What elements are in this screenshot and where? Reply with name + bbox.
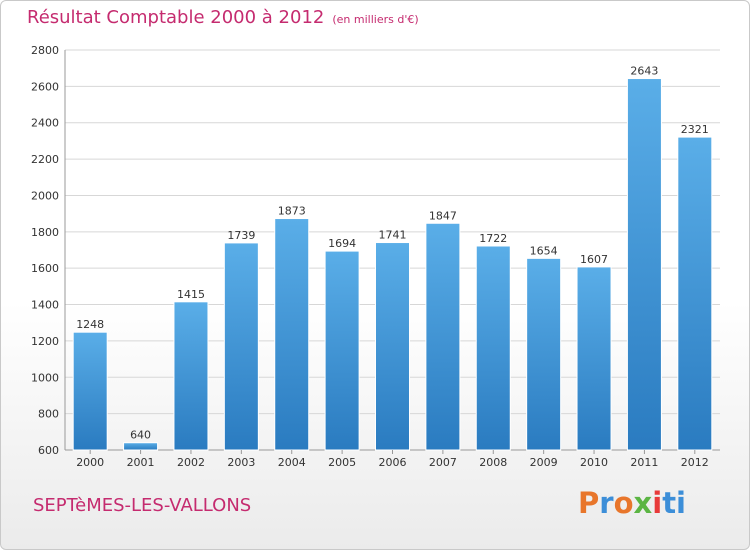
y-tick-label: 800	[38, 408, 59, 421]
bar	[526, 257, 562, 451]
y-tick-label: 1600	[31, 262, 59, 275]
chart-title: Résultat Comptable 2000 à 2012 (en millie…	[27, 7, 419, 28]
data-label: 1248	[76, 318, 104, 331]
bar	[425, 222, 461, 451]
data-label: 1694	[328, 237, 356, 250]
bar	[626, 78, 662, 451]
x-tick-label: 2000	[76, 456, 104, 469]
logo-letter: P	[578, 486, 600, 520]
x-tick-label: 2012	[681, 456, 709, 469]
x-tick-label: 2011	[630, 456, 658, 469]
data-label: 1607	[580, 253, 608, 266]
bar	[274, 218, 310, 451]
data-label: 640	[130, 429, 151, 442]
bar	[123, 442, 159, 451]
data-label: 1741	[379, 229, 407, 242]
data-label: 1873	[278, 205, 306, 218]
logo-letter: i	[652, 486, 663, 520]
x-tick-label: 2006	[379, 456, 407, 469]
y-tick-label: 2000	[31, 189, 59, 202]
x-tick-label: 2007	[429, 456, 457, 469]
data-label: 1722	[479, 232, 507, 245]
y-tick-label: 2200	[31, 153, 59, 166]
city-name: SEPTèMES-LES-VALLONS	[33, 495, 252, 516]
y-tick-label: 2400	[31, 117, 59, 130]
x-tick-label: 2004	[278, 456, 306, 469]
x-tick-label: 2008	[479, 456, 507, 469]
bar	[375, 242, 410, 451]
bar	[475, 245, 511, 451]
bar	[72, 331, 108, 451]
logo-letter: x	[633, 486, 653, 520]
x-tick-label: 2010	[580, 456, 608, 469]
bar	[173, 301, 209, 451]
y-tick-label: 2800	[31, 44, 59, 57]
x-tick-label: 2005	[328, 456, 356, 469]
logo-letter: o	[613, 486, 634, 520]
data-label: 1415	[177, 288, 205, 301]
data-label: 1847	[429, 209, 457, 222]
logo-letter: r	[599, 486, 614, 520]
x-tick-label: 2003	[227, 456, 255, 469]
bar	[324, 250, 360, 451]
y-tick-label: 2600	[31, 80, 59, 93]
data-label: 1739	[227, 229, 255, 242]
data-label: 2321	[681, 123, 709, 136]
y-tick-label: 1400	[31, 299, 59, 312]
bar	[677, 136, 713, 451]
y-tick-label: 1000	[31, 371, 59, 384]
y-tick-label: 1200	[31, 335, 59, 348]
data-label: 1654	[530, 244, 558, 257]
proxiti-logo: Proxiti	[578, 486, 686, 520]
bar	[223, 242, 259, 451]
title-text: Résultat Comptable 2000 à 2012	[27, 7, 325, 28]
logo-letter: ti	[662, 486, 686, 520]
chart-subtitle: (en milliers d'€)	[332, 13, 419, 26]
bar	[576, 266, 612, 451]
x-tick-label: 2009	[530, 456, 558, 469]
x-tick-label: 2002	[177, 456, 205, 469]
y-tick-label: 1800	[31, 226, 59, 239]
x-tick-label: 2001	[127, 456, 155, 469]
data-label: 2643	[630, 65, 658, 78]
y-tick-label: 600	[38, 444, 59, 457]
